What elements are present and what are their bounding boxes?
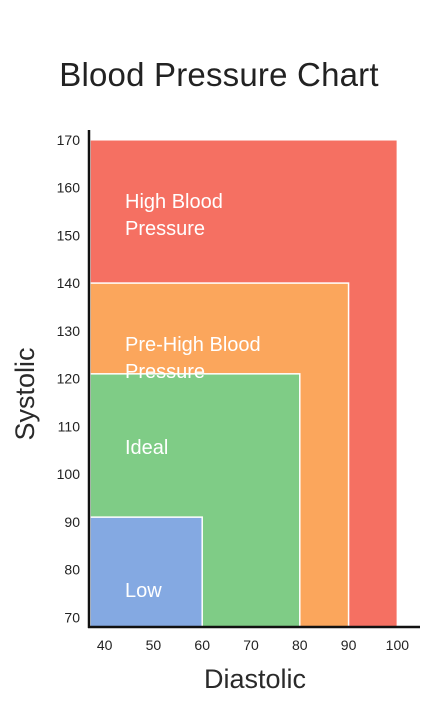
x-tick-90: 90 — [341, 637, 357, 653]
region-label-high-blood-pressure-line-2: Pressure — [125, 218, 205, 240]
x-tick-40: 40 — [97, 637, 113, 653]
chart-title: Blood Pressure Chart — [59, 56, 379, 93]
region-label-ideal-line-1: Ideal — [125, 437, 168, 459]
y-tick-100: 100 — [57, 466, 81, 482]
y-tick-130: 130 — [57, 323, 81, 339]
y-tick-110: 110 — [58, 418, 81, 434]
region-labels: High Blood Pressure Pre-High Blood Pressure… — [125, 191, 261, 602]
y-axis-title: Systolic — [10, 347, 40, 440]
y-tick-140: 140 — [57, 275, 81, 291]
y-tick-80: 80 — [64, 562, 80, 578]
x-tick-80: 80 — [292, 637, 308, 653]
y-tick-70: 70 — [64, 609, 80, 625]
x-tick-labels: 40 50 60 70 80 90 100 — [97, 637, 409, 653]
region-label-pre-high-blood-pressure-line-2: Pressure — [125, 361, 205, 383]
y-tick-90: 90 — [64, 514, 80, 530]
x-tick-70: 70 — [243, 637, 259, 653]
region-label-high-blood-pressure-line-1: High Blood — [125, 191, 223, 213]
axes-layer — [87, 130, 420, 629]
region-label-low-line-1: Low — [125, 580, 162, 602]
x-tick-60: 60 — [194, 637, 210, 653]
y-tick-150: 150 — [57, 227, 81, 243]
region-low — [89, 516, 203, 628]
y-tick-labels: 70 80 90 100 110 120 130 140 150 160 170 — [57, 132, 81, 626]
x-axis-title: Diastolic — [204, 664, 306, 694]
regions-layer — [89, 139, 399, 628]
y-tick-120: 120 — [57, 371, 81, 387]
region-label-pre-high-blood-pressure-line-1: Pre-High Blood — [125, 334, 261, 356]
y-tick-170: 170 — [57, 132, 81, 148]
x-tick-50: 50 — [146, 637, 162, 653]
y-tick-160: 160 — [57, 180, 81, 196]
x-tick-100: 100 — [386, 637, 410, 653]
